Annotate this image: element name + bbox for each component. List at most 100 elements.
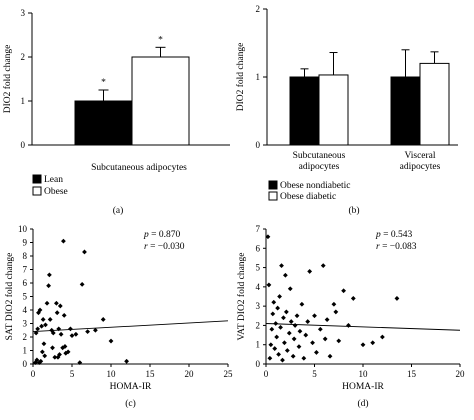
panel-d-data-point [282, 340, 287, 346]
panel-c-y-tick-label: 4 [23, 305, 28, 315]
panel-c-y-tick-label: 2 [23, 332, 28, 342]
panel-d-x-tick-label: 5 [312, 369, 317, 379]
panel-c-p-value: p = 0.870 [143, 230, 180, 240]
panel-c-x-tick-label: 0 [31, 369, 36, 379]
panel-b-legend-label: Obese diabetic [280, 192, 336, 202]
panel-d-data-point [324, 317, 330, 323]
panel-d-x-tick-label: 20 [456, 369, 466, 379]
panel-b-y-tick-label: 0 [256, 140, 261, 150]
panel-a-y-tick-label: 1 [21, 96, 26, 106]
panel-c-data-point [35, 326, 41, 332]
panel-c-data-point [82, 249, 87, 255]
panel-d-y-tick-label: 3 [256, 301, 261, 311]
panel-b-y-tick-label: 2 [256, 4, 261, 14]
panel-d-data-point [274, 334, 280, 340]
panel-c-y-tick-label: 9 [23, 238, 28, 248]
panel-d-x-tick-label: 0 [264, 369, 269, 379]
panel-d-data-point [290, 353, 296, 359]
panel-d-x-axis-label: HOMA-IR [342, 382, 384, 392]
panel-c-data-point [44, 300, 50, 306]
panel-d-data-point [336, 338, 342, 344]
panel-d-data-point [320, 263, 326, 269]
panel-a-label: (a) [113, 205, 124, 216]
panel-d-data-point [267, 355, 273, 361]
panel-c-label: (c) [125, 398, 136, 409]
panel-d-p-value: p = 0.543 [375, 230, 412, 240]
panel-d-y-axis-label: VAT DIO2 fold change [236, 252, 247, 340]
panel-c-data-point [54, 300, 59, 306]
panel-d-data-point [272, 346, 278, 351]
panel-d-data-point [279, 263, 284, 269]
panel-c-data-point [54, 310, 60, 316]
panel-d-data-point [283, 309, 289, 315]
panel-d-data-point [317, 326, 323, 332]
panel-c-data-point [73, 331, 79, 337]
panel-c-x-tick-label: 5 [70, 369, 75, 379]
panel-d-data-point [303, 332, 309, 338]
panel-d-data-point [271, 299, 277, 305]
panel-d-data-point [299, 301, 305, 307]
panel-b-y-axis-label: DIO2 fold change [235, 43, 246, 112]
panel-a-significance-marker: * [158, 35, 163, 45]
panel-c-data-point [52, 354, 58, 360]
panel-d-data-point [286, 330, 292, 336]
panel-c-data-point [124, 358, 129, 364]
panel-c-data-point [46, 283, 51, 289]
panel-a-bar-obese [131, 56, 190, 146]
panel-c-y-tick-label: 10 [18, 224, 28, 234]
panel-d-data-point [312, 313, 317, 319]
panel-c-x-tick-label: 15 [146, 369, 156, 379]
panel-b-y-tick-label: 1 [256, 72, 261, 82]
panel-d-data-point [322, 336, 328, 342]
panel-c-data-point [79, 281, 85, 287]
panel-d-data-point [294, 313, 300, 319]
panel-c-data-point [40, 317, 46, 322]
panel-c-data-point [61, 238, 66, 244]
panel-b-category-label: adipocytes [400, 162, 441, 172]
panel-b-bar [289, 76, 320, 146]
panel-d-data-point [280, 357, 285, 363]
panel-b-category-label: Visceral [404, 151, 435, 161]
panel-b-legend-swatch [268, 180, 278, 190]
panel-c-data-point [69, 333, 75, 339]
panel-c-x-tick-label: 25 [224, 369, 234, 379]
panel-d-data-point [297, 328, 303, 334]
panel-c-r-value: r = −0.030 [144, 242, 185, 252]
panel-c-data-point [57, 352, 62, 357]
panel-c-y-axis-label: SAT DIO2 fold change [4, 253, 15, 341]
panel-d-data-point [350, 296, 356, 301]
panel-d-x-tick-label: 10 [359, 369, 369, 379]
panel-d-y-tick-label: 2 [256, 320, 261, 330]
panel-c-data-point [33, 330, 39, 336]
panel-d-data-point [314, 350, 319, 355]
panel-c-data-point [49, 327, 55, 333]
panel-d-data-point [273, 321, 279, 326]
panel-c-data-point [77, 360, 83, 366]
panel-b-legend-label: Obese nondiabetic [280, 181, 350, 191]
panel-c-data-point [100, 317, 106, 322]
panel-c-data-point [50, 330, 56, 336]
panel-d-data-point [380, 334, 385, 340]
panel-d-data-point [310, 340, 315, 346]
panel-c-data-point [46, 272, 52, 278]
panel-c-data-point [55, 354, 61, 360]
panel-c-data-point [39, 323, 44, 329]
panel-d-y-tick-label: 1 [256, 340, 261, 350]
panel-a-significance-marker: * [101, 78, 106, 88]
panel-c-data-point [47, 317, 53, 322]
panel-a-y-axis-label: DIO2 fold change [2, 45, 13, 114]
panel-d-data-point [275, 305, 281, 311]
panel-c-data-point [57, 303, 63, 309]
panel-d-y-tick-label: 4 [256, 282, 261, 292]
panel-d-label: (d) [357, 398, 368, 409]
panel-b-category-label: adipocytes [299, 162, 340, 172]
panel-d-data-point [360, 342, 366, 348]
panel-c-data-point [58, 331, 64, 337]
panel-d-data-point [307, 269, 313, 274]
panel-b-legend-swatch [268, 191, 278, 201]
panel-d-data-point [266, 282, 272, 288]
panel-c-y-tick-label: 1 [23, 346, 28, 356]
panel-d-data-point [278, 324, 283, 330]
panel-c-data-point [43, 322, 48, 328]
